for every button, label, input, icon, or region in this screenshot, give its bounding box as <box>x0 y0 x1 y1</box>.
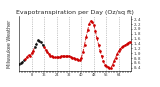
Text: Milwaukee Weather: Milwaukee Weather <box>7 19 12 68</box>
Title: Evapotranspiration per Day (Oz/sq ft): Evapotranspiration per Day (Oz/sq ft) <box>16 10 134 15</box>
